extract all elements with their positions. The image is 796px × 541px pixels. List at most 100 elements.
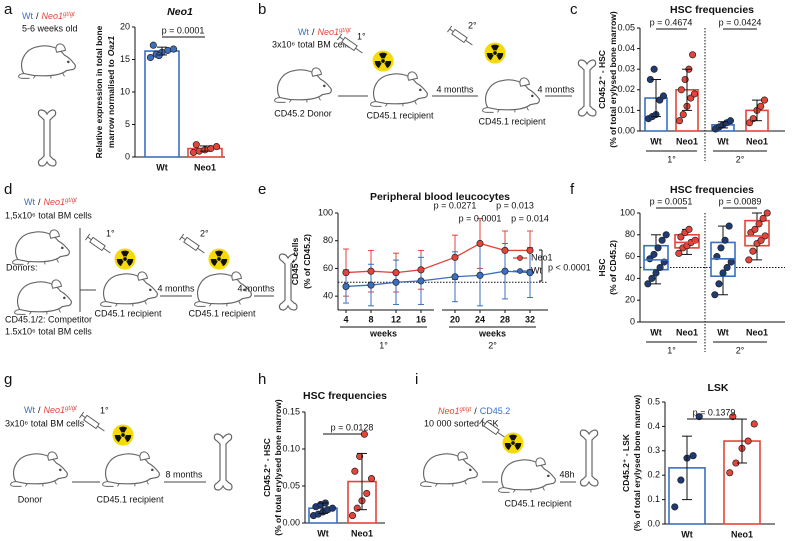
y-axis-label-part: CD45⁺ cells <box>290 237 300 285</box>
group-label: 2° <box>488 340 497 350</box>
data-point <box>417 277 425 285</box>
chart-title: HSC frequencies <box>670 184 754 196</box>
y-axis-label: CD45⁺ cells <box>290 237 300 285</box>
cell-dose: 1,5x10⁶ total BM cells <box>5 210 92 220</box>
genotype-part: Neo1 <box>438 406 460 416</box>
group-label: 1° <box>667 154 676 164</box>
mouse-icon <box>273 67 332 103</box>
p-value: p = 0.0271 <box>434 200 477 210</box>
genotype-part: / <box>474 406 477 416</box>
data-point <box>727 258 735 266</box>
y-tick-label: 0.04 <box>617 43 635 53</box>
x-tick-label: Neo1 <box>731 529 753 539</box>
genotype-part: gt/gt <box>65 198 77 204</box>
radiation-icon <box>372 50 394 72</box>
data-point <box>725 222 733 230</box>
legend-label: Wt <box>531 265 542 275</box>
genotype-part: Neo1 <box>44 405 66 415</box>
panel-label: e <box>258 181 266 198</box>
x-tick-label: Neo1 <box>746 136 768 146</box>
data-point <box>648 274 656 282</box>
genotype-part: Wt <box>24 197 35 207</box>
data-point <box>749 247 757 255</box>
data-point <box>726 469 734 477</box>
y-tick-label: 60 <box>625 251 635 261</box>
data-point <box>644 280 652 288</box>
x-tick-label: Neo1 <box>194 162 216 172</box>
x-tick-label: Wt <box>717 136 729 146</box>
transplant-label: 2° <box>468 20 477 30</box>
y-tick-label: 5 <box>125 119 130 129</box>
x-tick-label: Neo1 <box>746 327 768 337</box>
y-tick-label: 0.05 <box>282 480 300 490</box>
genotype-part: Neo1 <box>44 197 66 207</box>
duration: 4 months <box>237 283 275 293</box>
data-point <box>654 244 662 252</box>
genotype-part: gt/gt <box>460 407 472 413</box>
legend-marker <box>517 268 523 274</box>
data-point <box>164 46 172 54</box>
mouse-label: CD45.1 recipient <box>478 116 546 126</box>
y-tick-label: 40 <box>323 291 333 301</box>
x-axis-label: weeks <box>478 328 506 338</box>
data-point <box>763 209 771 217</box>
transplant-label: 1° <box>357 31 366 41</box>
panel-label: i <box>415 371 418 388</box>
mouse-icon <box>11 229 70 265</box>
mouse-icon <box>497 457 556 493</box>
data-point <box>721 236 729 244</box>
data-point <box>719 269 727 277</box>
y-tick-label: 0.1 <box>647 494 660 504</box>
data-point <box>751 225 759 233</box>
y-tick-label: 100 <box>318 207 333 217</box>
data-point <box>367 475 376 483</box>
x-tick-label: 32 <box>525 314 535 324</box>
genotype-part: / <box>312 27 315 37</box>
y-axis-label-part: Relative expression in total bone <box>94 25 104 158</box>
data-point <box>353 504 361 512</box>
radiation-icon <box>112 424 134 446</box>
data-point <box>351 467 359 475</box>
y-tick-label: 0.3 <box>647 445 660 455</box>
data-point <box>659 92 668 100</box>
data-point <box>745 256 753 264</box>
data-point <box>192 141 200 149</box>
group-label: 1° <box>667 345 676 355</box>
y-tick-label: 15 <box>120 54 130 64</box>
data-point <box>689 51 697 59</box>
data-point <box>715 280 723 288</box>
data-point <box>759 214 767 223</box>
y-tick-label: 100 <box>620 207 635 217</box>
donors-label: Donors: <box>6 262 38 272</box>
data-point <box>189 148 197 157</box>
p-value: p = 0.0001 <box>162 25 205 35</box>
y-tick-label: 0.03 <box>617 64 635 74</box>
x-tick-label: Wt <box>650 136 662 146</box>
data-point <box>348 512 357 520</box>
radiation-icon <box>502 432 524 454</box>
cell-dose: 1.5x10⁶ total BM cells <box>5 326 92 336</box>
genotype-part: gt/gt <box>339 28 351 34</box>
genotype-part: gt/gt <box>65 406 77 412</box>
panel-label: b <box>258 1 266 18</box>
data-point <box>656 263 664 272</box>
y-tick-label: 0.4 <box>647 421 660 431</box>
data-point <box>717 244 725 252</box>
data-point <box>652 269 660 277</box>
data-point <box>342 269 350 277</box>
x-tick-label: Wt <box>717 327 729 337</box>
series-line <box>345 242 530 274</box>
x-tick-label: Neo1 <box>676 136 698 146</box>
data-point <box>690 90 699 98</box>
y-axis-label-part: (% of CD45.2) <box>608 240 618 295</box>
data-point <box>342 282 350 290</box>
data-point <box>501 267 509 275</box>
competitor-label: CD45.1/2: Competitor <box>5 314 92 324</box>
panel-label: c <box>570 1 578 18</box>
series-line <box>345 270 531 288</box>
x-tick-label: 20 <box>450 314 460 324</box>
mouse-label: CD45.1 recipient <box>188 308 256 318</box>
y-axis-label-gene: Oaz1 <box>106 36 116 57</box>
x-tick-label: Neo1 <box>351 528 373 538</box>
